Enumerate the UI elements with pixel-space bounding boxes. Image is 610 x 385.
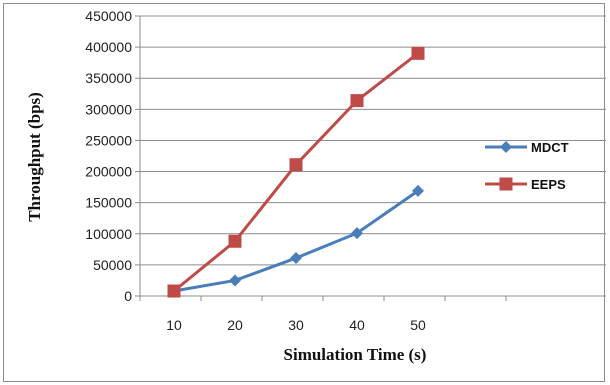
legend-label-mdct: MDCT	[531, 140, 569, 155]
chart-frame	[3, 3, 605, 382]
data-point-eeps	[411, 46, 425, 60]
y-axis-tick-labels: 0 50000 100000 150000 200000 250000 300000 3500…	[85, 8, 140, 304]
y-tick-label: 150000	[85, 195, 132, 211]
series-line-mdct	[172, 189, 420, 293]
x-tick-label: 20	[227, 317, 243, 333]
x-tick-label: 30	[288, 317, 304, 333]
legend-label-eeps: EEPS	[531, 177, 566, 192]
y-tick-label: 400000	[85, 39, 132, 55]
y-axis-title: Throughput (bps)	[25, 92, 44, 222]
x-axis-title: Simulation Time (s)	[284, 345, 427, 364]
y-tick-label: 450000	[85, 8, 132, 24]
y-tick-label: 100000	[85, 226, 132, 242]
gridlines	[140, 15, 606, 266]
x-tick-label: 40	[349, 317, 365, 333]
data-point-mdct	[229, 274, 241, 287]
series-lines	[167, 46, 425, 298]
x-tick-label: 10	[166, 317, 182, 333]
y-tick-label: 200000	[85, 164, 132, 180]
y-tick-label: 300000	[85, 101, 132, 117]
data-point-mdct	[290, 252, 302, 265]
y-tick-label: 50000	[93, 257, 132, 273]
data-point-eeps	[350, 94, 364, 108]
data-point-mdct	[412, 184, 424, 197]
y-tick-label: 350000	[85, 70, 132, 86]
legend: MDCT EEPS	[485, 140, 569, 192]
legend-marker-eeps	[499, 177, 513, 191]
data-point-mdct	[351, 227, 363, 240]
y-tick-label: 250000	[85, 132, 132, 148]
x-tick-label: 50	[410, 317, 426, 333]
data-point-eeps	[289, 158, 303, 172]
x-axis-tick-labels: 10 20 30 40 50	[139, 296, 507, 333]
legend-marker-mdct	[500, 141, 512, 153]
data-point-eeps	[228, 234, 242, 248]
y-tick-label: 0	[124, 288, 132, 304]
data-point-eeps	[167, 284, 181, 298]
